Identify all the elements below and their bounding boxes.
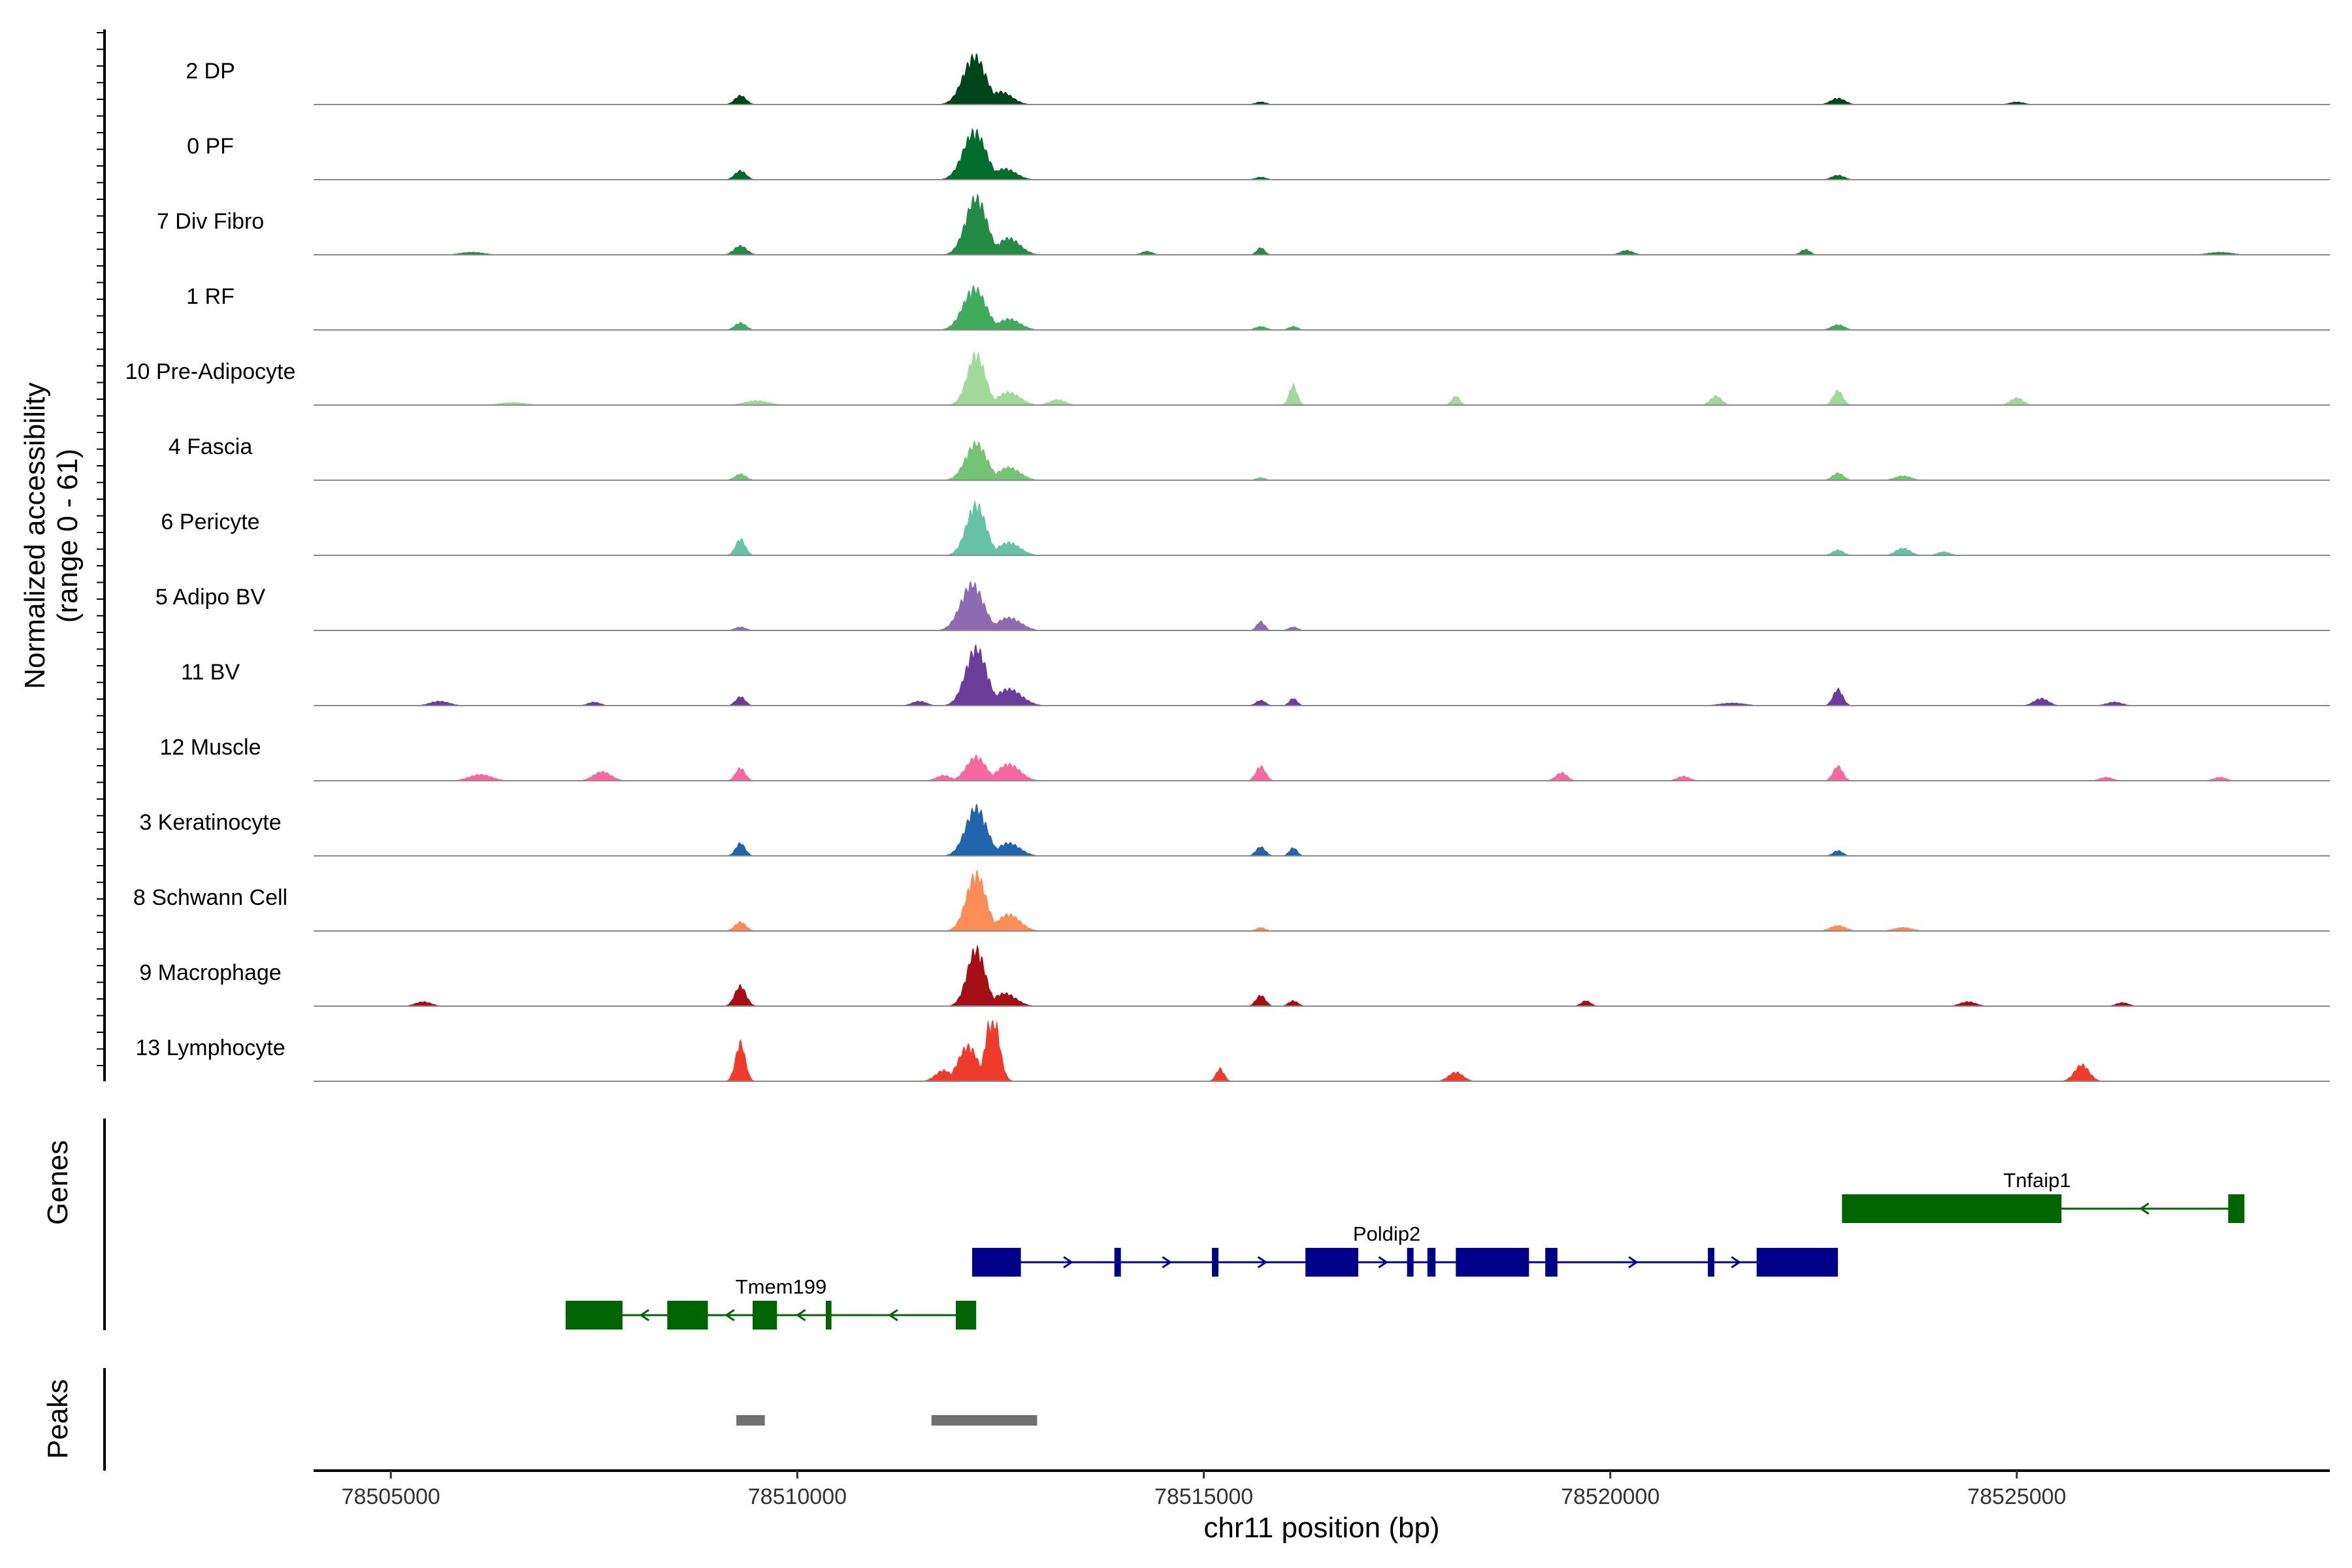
track-13-lymphocyte: 13 Lymphocyte	[135, 1019, 2330, 1082]
gene-exon	[1708, 1248, 1715, 1277]
strand-chevron	[1063, 1256, 1073, 1269]
track-11-bv: 11 BV	[181, 644, 2330, 706]
gene-tmem199: Tmem199	[565, 1275, 977, 1330]
strand-chevron	[1378, 1256, 1389, 1269]
strand-chevron	[725, 1309, 735, 1322]
peak-bar	[736, 1415, 765, 1426]
x-tick-label: 78520000	[1561, 1484, 1659, 1509]
gene-exon	[825, 1301, 832, 1330]
track-10-pre-adipocyte: 10 Pre-Adipocyte	[125, 351, 2330, 406]
track-1-rf: 1 RF	[186, 284, 2330, 331]
x-tick-label: 78515000	[1154, 1484, 1253, 1509]
track-label: 5 Adipo BV	[155, 585, 266, 610]
gene-exon	[565, 1301, 623, 1330]
gene-label: Tmem199	[736, 1275, 827, 1298]
track-label: 10 Pre-Adipocyte	[125, 359, 296, 384]
track-label: 8 Schwann Cell	[133, 885, 287, 910]
gene-exon	[972, 1248, 1021, 1277]
peaks-panel-title: Peaks	[42, 1379, 74, 1459]
gene-label: Tnfaip1	[2003, 1169, 2070, 1192]
track-label: 0 PF	[187, 134, 234, 159]
y-axis-title: Normalized accessibility (range 0 - 61)	[19, 382, 84, 689]
gene-label: Poldip2	[1353, 1222, 1420, 1245]
track-3-keratinocyte: 3 Keratinocyte	[139, 804, 2330, 857]
strand-chevron	[1628, 1256, 1639, 1269]
strand-chevron	[1731, 1256, 1742, 1269]
gene-annotation: Tnfaip1 Poldip2 Tmem199	[565, 1169, 2245, 1330]
y-axis-title-line1: Normalized accessibility	[19, 382, 51, 689]
strand-chevron	[888, 1309, 898, 1322]
genes-panel-title: Genes	[42, 1140, 74, 1225]
gene-exon	[956, 1301, 977, 1330]
track-label: 7 Div Fibro	[157, 209, 264, 234]
gene-exon	[1842, 1194, 2062, 1223]
gene-exon	[1212, 1248, 1218, 1277]
gene-tnfaip1: Tnfaip1	[1842, 1169, 2245, 1223]
gene-exon	[2228, 1194, 2245, 1223]
gene-exon	[1545, 1248, 1558, 1277]
gene-poldip2: Poldip2	[972, 1222, 1838, 1277]
track-12-muscle: 12 Muscle	[160, 735, 2330, 781]
track-label: 12 Muscle	[160, 735, 261, 760]
strand-chevron	[1257, 1256, 1268, 1269]
track-5-adipo-bv: 5 Adipo BV	[155, 580, 2330, 631]
gene-exon	[1114, 1248, 1121, 1277]
track-label: 13 Lymphocyte	[135, 1036, 285, 1060]
gene-exon	[1456, 1248, 1529, 1277]
coverage-y-ticks	[97, 32, 105, 1066]
track-8-schwann-cell: 8 Schwann Cell	[133, 869, 2330, 932]
track-label: 4 Fascia	[169, 434, 253, 459]
track-2-dp: 2 DP	[186, 53, 2330, 105]
peak-regions	[736, 1415, 1037, 1426]
strand-chevron	[639, 1309, 649, 1322]
x-axis-title: chr11 position (bp)	[1203, 1512, 1439, 1544]
gene-exon	[1756, 1248, 1838, 1277]
track-label: 9 Macrophage	[139, 960, 281, 985]
gene-exon	[1427, 1248, 1436, 1277]
gene-exon	[1305, 1248, 1358, 1277]
gene-exon	[667, 1301, 708, 1330]
track-label: 6 Pericyte	[161, 510, 259, 534]
peak-bar	[931, 1415, 1037, 1426]
x-tick-label: 78510000	[748, 1484, 847, 1509]
x-axis-ticks: 78505000 78510000 78515000 78520000 78525000	[342, 1471, 2066, 1509]
track-label: 1 RF	[186, 284, 235, 309]
track-7-div-fibro: 7 Div Fibro	[157, 193, 2330, 255]
track-6-pericyte: 6 Pericyte	[161, 500, 2330, 556]
x-tick-label: 78525000	[1967, 1484, 2066, 1509]
track-label: 11 BV	[181, 660, 240, 685]
y-axis-title-line2: (range 0 - 61)	[52, 449, 84, 623]
track-0-pf: 0 PF	[187, 128, 2330, 180]
gene-exon	[1407, 1248, 1414, 1277]
track-label: 2 DP	[186, 59, 235, 84]
strand-chevron	[1162, 1256, 1173, 1269]
track-label: 3 Keratinocyte	[139, 810, 281, 835]
coverage-tracks: 2 DP 0 PF 7 Div Fibro 1 RF 10 Pre-Adipocyte 4…	[125, 53, 2330, 1082]
track-4-fascia: 4 Fascia	[169, 434, 2330, 481]
strand-chevron	[2139, 1202, 2149, 1215]
gene-exon	[752, 1301, 777, 1330]
x-tick-label: 78505000	[342, 1484, 440, 1509]
track-9-macrophage: 9 Macrophage	[139, 944, 2330, 1007]
strand-chevron	[795, 1309, 806, 1322]
